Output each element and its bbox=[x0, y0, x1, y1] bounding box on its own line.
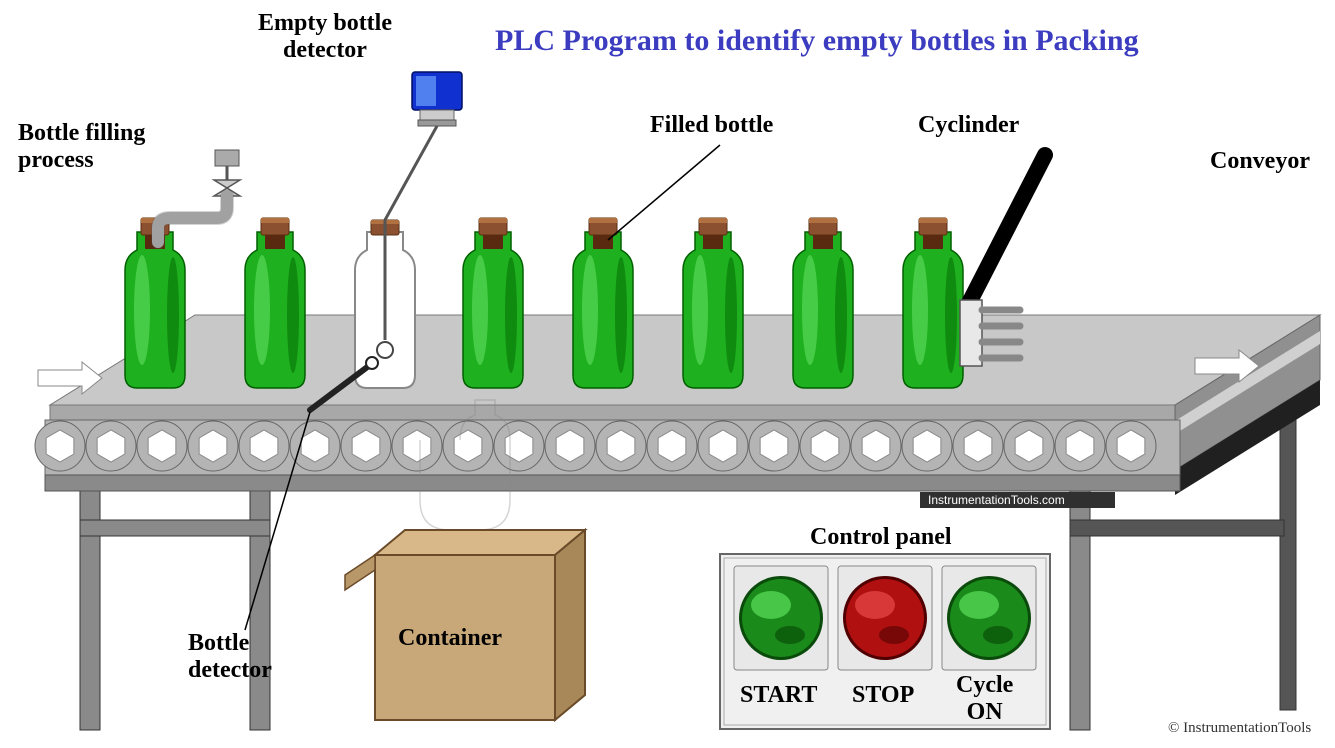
lower-rail bbox=[45, 475, 1180, 491]
label-stop: STOP bbox=[852, 682, 914, 709]
label-empty-detector: Empty bottle detector bbox=[258, 10, 392, 64]
stop-button[interactable] bbox=[843, 576, 927, 660]
cycle-on-button[interactable] bbox=[947, 576, 1031, 660]
label-conveyor: Conveyor bbox=[1210, 148, 1310, 175]
label-cycle: Cycle ON bbox=[956, 672, 1013, 726]
watermark: InstrumentationTools.com bbox=[928, 493, 1065, 507]
label-filled: Filled bottle bbox=[650, 112, 773, 139]
label-bottle-detector: Bottle detector bbox=[188, 630, 272, 684]
label-container: Container bbox=[398, 625, 502, 652]
page-title: PLC Program to identify empty bottles in… bbox=[495, 24, 1139, 58]
label-control-panel: Control panel bbox=[810, 524, 952, 551]
start-button[interactable] bbox=[739, 576, 823, 660]
copyright: © InstrumentationTools bbox=[1168, 720, 1311, 737]
label-start: START bbox=[740, 682, 817, 709]
label-filling: Bottle filling process bbox=[18, 120, 145, 174]
filling-pipe bbox=[158, 150, 240, 242]
label-cylinder: Cyclinder bbox=[918, 112, 1019, 139]
